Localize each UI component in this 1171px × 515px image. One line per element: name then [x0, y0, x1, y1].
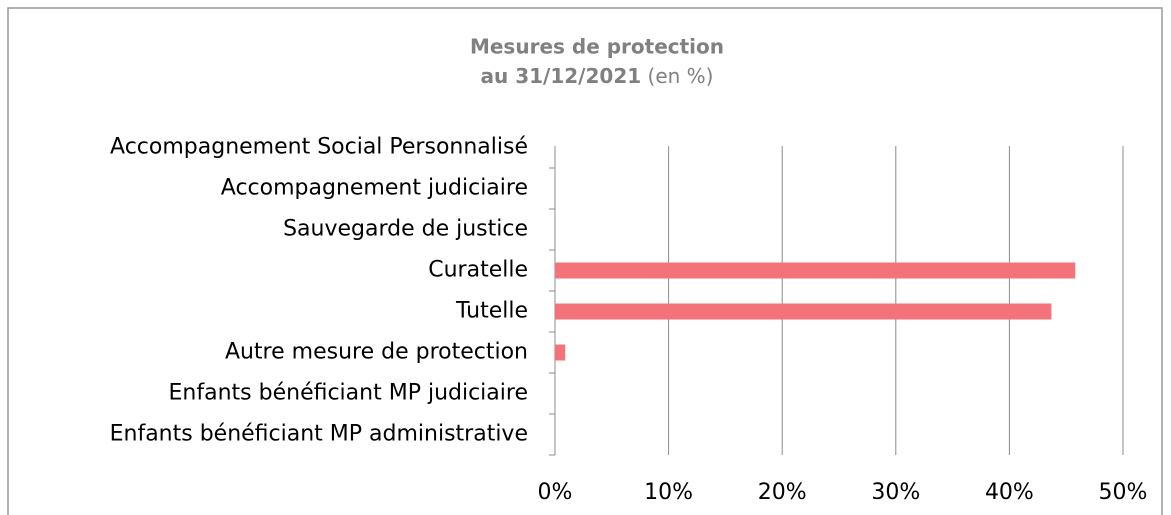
chart-border — [7, 7, 1163, 515]
chart-subtitle: au 31/12/2021 (en %) — [481, 64, 714, 88]
y-tick-label: Tutelle — [455, 299, 528, 324]
x-tick-label: 20% — [758, 480, 807, 505]
x-tick-label: 30% — [871, 480, 920, 505]
y-tick-label: Enfants bénéficiant MP administrative — [110, 422, 528, 447]
x-tick-label: 10% — [644, 480, 693, 505]
chart-title: Mesures de protection — [470, 35, 724, 59]
x-tick-label: 50% — [1099, 480, 1148, 505]
y-tick-label: Sauvegarde de justice — [283, 217, 528, 242]
bar — [555, 303, 1052, 320]
bar — [555, 262, 1076, 279]
subtitle-date: au 31/12/2021 — [481, 64, 642, 88]
y-tick-label: Autre mesure de protection — [225, 340, 528, 365]
bar — [555, 344, 566, 361]
x-tick-label: 40% — [985, 480, 1034, 505]
x-tick-label: 0% — [538, 480, 573, 505]
y-tick-label: Accompagnement Social Personnalisé — [110, 135, 528, 160]
y-tick-label: Enfants bénéficiant MP judiciaire — [169, 381, 528, 406]
y-tick-label: Curatelle — [428, 258, 528, 283]
y-tick-label: Accompagnement judiciaire — [221, 176, 528, 201]
subtitle-unit: (en %) — [648, 64, 714, 88]
